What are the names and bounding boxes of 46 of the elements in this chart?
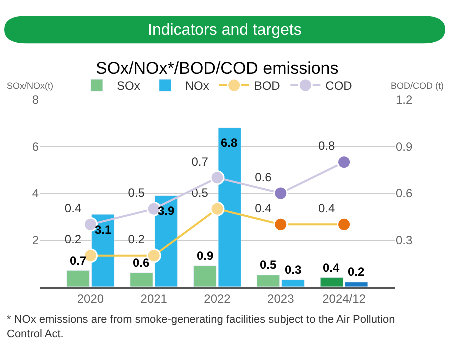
text: * NOx emissions are from smoke-generating facilities subject to the Air Pollution Control Act. [7, 314, 396, 340]
data-label: 0.7 [70, 254, 88, 268]
data-label: 0.2 [64, 232, 82, 247]
chart-subtitle: SOx/NOx*/BOD/COD emissions [96, 59, 339, 78]
chart-title: Indicators and targets [148, 22, 302, 39]
y-tick-label: 6 [32, 140, 40, 154]
x-tick-label: 2024/12 [322, 292, 366, 306]
y2-tick-label: 1.2 [396, 93, 414, 108]
data-label: 0.4 [323, 261, 340, 275]
data-label: 0.7 [192, 154, 209, 169]
point [210, 170, 225, 186]
data-label: 0.6 [255, 170, 272, 184]
point [274, 186, 288, 201]
legend-label: BOD [254, 79, 281, 94]
x-tick-label: 2022 [204, 292, 232, 306]
x-tick-label: 2020 [77, 292, 104, 306]
legend-label: COD [326, 79, 353, 94]
data-label: 0.4 [318, 202, 336, 216]
y2-tick-label: 0.3 [396, 233, 414, 248]
x-tick-label: 2023 [268, 292, 295, 306]
y2-tick-label: 0.6 [396, 186, 414, 201]
data-label: 0.8 [318, 139, 336, 154]
data-label: 0.5 [260, 258, 278, 272]
y-tick-label: 2 [32, 233, 40, 248]
y2-tick-label: 0.9 [396, 140, 414, 154]
data-label: 0.2 [348, 265, 366, 279]
legend-label: NOx [185, 79, 210, 94]
data-label: 0.4 [64, 202, 82, 216]
data-label: 6.8 [221, 136, 238, 150]
data-label: 0.4 [255, 202, 272, 216]
x-tick-label: 2021 [140, 292, 168, 306]
data-label: 3.1 [95, 223, 112, 237]
point [337, 155, 352, 170]
data-label: 0.5 [128, 186, 146, 200]
data-label: 0.3 [285, 263, 302, 277]
data-label: 0.2 [128, 232, 146, 247]
point [210, 202, 225, 216]
data-label: 0.6 [133, 256, 150, 270]
y-tick-label: 8 [32, 93, 40, 108]
y-tick-label: 4 [32, 186, 40, 201]
point [337, 217, 352, 232]
legend-label: SOx [117, 79, 140, 94]
y-axis-title: SOx/NOx(t) [7, 81, 54, 91]
point [274, 217, 288, 232]
data-label: 0.9 [197, 249, 214, 263]
y2-axis-title: BOD/COD (t) [391, 81, 444, 91]
